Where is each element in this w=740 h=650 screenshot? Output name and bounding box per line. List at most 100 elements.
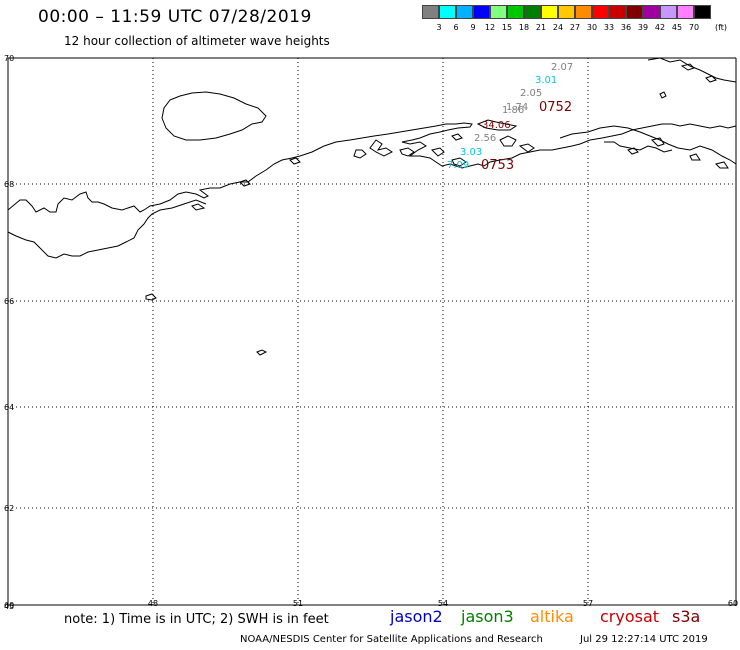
island-arctic-4	[659, 91, 667, 99]
coastline	[7, 57, 737, 356]
color-scale-label: 24	[552, 23, 564, 32]
color-scale-label: 36	[620, 23, 632, 32]
island-small-2	[256, 349, 268, 356]
longitude-label: 54	[438, 599, 448, 608]
coast-bay	[499, 135, 517, 147]
color-scale-label: 45	[671, 23, 683, 32]
map-subtitle: 12 hour collection of altimeter wave hei…	[64, 34, 330, 48]
coastline-baydara	[604, 141, 673, 153]
coast-inlet-1	[369, 139, 393, 157]
coast-inlet-4	[431, 147, 445, 157]
color-swatch	[575, 5, 592, 19]
color-scale-label: 39	[637, 23, 649, 32]
color-scale-label: 12	[484, 23, 496, 32]
color-scale-label: 21	[535, 23, 547, 32]
color-scale-label: 33	[603, 23, 615, 32]
color-swatch	[643, 5, 660, 19]
pass-time-label: 0752	[539, 100, 572, 115]
longitude-label: 48	[148, 599, 158, 608]
color-scale-labels: 3 6 9 12 15 18 21 24 27 30 33 36 39 42 45 70 (ft)	[422, 23, 740, 35]
island-arctic-3	[705, 75, 717, 83]
color-swatch	[558, 5, 575, 19]
island-small-1	[145, 293, 157, 301]
color-scale-label: 27	[569, 23, 581, 32]
color-swatch	[473, 5, 490, 19]
credit-line: NOAA/NESDIS Center for Satellite Applica…	[240, 634, 708, 645]
latitude-label: 60	[4, 601, 14, 610]
color-scale-label: 70	[688, 23, 700, 32]
latitude-label: 66	[4, 297, 14, 306]
latitude-label: 70	[4, 54, 14, 63]
color-swatch	[592, 5, 609, 19]
island-arctic-1	[647, 57, 737, 83]
coast-island-east4	[627, 147, 639, 155]
wave-height-label: 1.74	[506, 102, 528, 113]
longitude-label: 57	[583, 599, 593, 608]
legend-satellite-cryosat: cryosat	[600, 607, 660, 626]
wave-height-label: 3.01	[535, 75, 557, 86]
wave-height-label: 2.56	[474, 133, 496, 144]
coast-pechora	[289, 157, 301, 165]
longitude-label: 60	[728, 599, 738, 608]
coast-bay-2	[191, 203, 206, 211]
coast-inlet-2	[353, 149, 367, 159]
pass-time-label: 0753	[481, 158, 514, 173]
color-scale-label: 15	[501, 23, 513, 32]
color-scale-label: 6	[453, 23, 459, 32]
wave-height-label: 7.09	[447, 160, 469, 171]
color-swatch	[609, 5, 626, 19]
latitude-label: 62	[4, 504, 14, 513]
color-scale-label: 42	[654, 23, 666, 32]
coast-island-east	[651, 137, 665, 147]
credit-text: NOAA/NESDIS Center for Satellite Applica…	[240, 634, 543, 645]
color-swatch	[524, 5, 541, 19]
coast-island-east3	[715, 161, 729, 169]
wave-height-label: 34.06	[482, 120, 511, 131]
longitude-label: 51	[293, 599, 303, 608]
color-swatch	[490, 5, 507, 19]
coast-inlet-3	[399, 147, 415, 157]
legend-satellite-s3a: s3a	[672, 607, 701, 626]
coastline-mainland	[7, 122, 737, 213]
coastline-west	[7, 199, 207, 259]
island-kolguev	[161, 91, 267, 141]
color-scale-unit: (ft)	[714, 23, 728, 32]
color-swatch	[507, 5, 524, 19]
generation-timestamp: Jul 29 12:27:14 UTC 2019	[580, 634, 708, 645]
color-scale-label: 9	[470, 23, 476, 32]
legend-satellite-jason2: jason2	[390, 607, 443, 626]
island-arctic-2	[680, 63, 695, 71]
longitude-label: 45	[4, 602, 14, 611]
color-scale-label: 30	[586, 23, 598, 32]
vaygach-island	[476, 119, 518, 131]
color-swatch	[422, 5, 439, 19]
axis-labels: 45 48 51 54 57 60 70 68 66 64 62 60	[4, 54, 738, 611]
coast-inlet-5	[451, 157, 467, 167]
legend-satellite-altika: altika	[530, 607, 574, 626]
latitude-label: 64	[4, 403, 14, 412]
color-scale-label: 18	[518, 23, 530, 32]
wave-height-observations: 2.07 3.01 2.05 1.741.86 34.06 2.56 3.03 7.09 075…	[447, 62, 573, 173]
legend-satellite-jason3: jason3	[461, 607, 514, 626]
color-swatch	[677, 5, 694, 19]
latitude-label: 68	[4, 180, 14, 189]
coast-inlet-6	[518, 143, 535, 153]
map-grid	[7, 57, 737, 606]
color-swatch	[541, 5, 558, 19]
color-swatch	[694, 5, 711, 19]
color-swatch	[660, 5, 677, 19]
color-scale-bar	[422, 5, 728, 21]
coastline-east	[559, 125, 737, 165]
color-swatch	[456, 5, 473, 19]
color-scale-label: 3	[436, 23, 442, 32]
map-title: 00:00 – 11:59 UTC 07/28/2019	[38, 7, 312, 27]
coast-island-east2	[689, 153, 701, 161]
wave-height-label: 2.07	[551, 62, 573, 73]
coast-western-bay	[239, 179, 251, 187]
wave-height-label: 2.05	[520, 88, 542, 99]
color-swatch	[626, 5, 643, 19]
wave-height-label: 3.03	[460, 147, 482, 158]
color-swatch	[439, 5, 456, 19]
wave-height-label: 1.86	[502, 105, 524, 116]
